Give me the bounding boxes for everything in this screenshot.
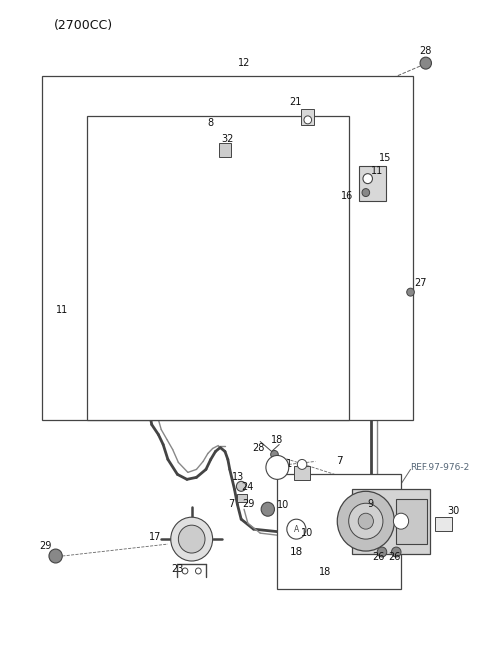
Text: 11: 11: [56, 305, 69, 315]
Bar: [359, 166, 386, 201]
Text: 8: 8: [208, 118, 214, 128]
Bar: [277, 474, 401, 589]
Bar: [351, 489, 430, 554]
Text: A: A: [294, 525, 299, 533]
Circle shape: [49, 549, 62, 563]
Bar: [42, 76, 413, 420]
Text: 29: 29: [242, 499, 255, 509]
Text: 12: 12: [238, 58, 250, 68]
Text: 16: 16: [341, 190, 353, 201]
Circle shape: [362, 188, 370, 197]
Circle shape: [304, 116, 312, 124]
Circle shape: [407, 288, 414, 296]
Text: 31: 31: [281, 459, 293, 470]
Circle shape: [261, 502, 275, 516]
Text: 10: 10: [277, 501, 289, 510]
Text: A: A: [399, 518, 403, 524]
Text: 7: 7: [336, 457, 343, 466]
Text: 10: 10: [301, 528, 313, 538]
Text: 26: 26: [388, 552, 400, 562]
Circle shape: [358, 513, 373, 529]
Circle shape: [363, 174, 372, 184]
Circle shape: [420, 57, 432, 69]
Circle shape: [337, 491, 395, 551]
Circle shape: [287, 519, 306, 539]
Text: 32: 32: [222, 134, 234, 144]
Circle shape: [297, 459, 307, 470]
Circle shape: [377, 547, 387, 557]
Text: 28: 28: [420, 46, 432, 56]
Text: 29: 29: [39, 541, 51, 551]
Bar: [294, 466, 310, 480]
Circle shape: [171, 517, 213, 561]
Text: 15: 15: [379, 153, 392, 163]
Bar: [396, 499, 427, 544]
Circle shape: [182, 568, 188, 574]
Bar: [87, 116, 348, 420]
Circle shape: [348, 503, 383, 539]
Text: 23: 23: [172, 564, 184, 574]
Text: 13: 13: [232, 472, 244, 482]
Text: 28: 28: [252, 443, 265, 453]
Text: 27: 27: [414, 278, 426, 288]
Text: 24: 24: [241, 482, 253, 492]
Text: 7: 7: [228, 499, 235, 509]
Text: 17: 17: [149, 532, 161, 542]
Bar: [219, 143, 231, 157]
Circle shape: [394, 513, 408, 529]
Bar: [238, 494, 247, 502]
Bar: [301, 109, 314, 125]
Circle shape: [266, 455, 289, 480]
Text: 21: 21: [290, 97, 302, 107]
Text: 30: 30: [447, 506, 459, 516]
Text: 18: 18: [319, 567, 331, 577]
Text: 18: 18: [290, 547, 303, 557]
Text: A: A: [274, 462, 281, 472]
Circle shape: [179, 525, 205, 553]
Text: 18: 18: [271, 434, 284, 445]
Text: REF.97-976-2: REF.97-976-2: [410, 463, 470, 472]
Text: 11: 11: [371, 166, 383, 176]
Circle shape: [195, 568, 201, 574]
Circle shape: [237, 482, 246, 491]
Circle shape: [271, 451, 278, 459]
Circle shape: [366, 492, 375, 502]
Bar: [435, 517, 453, 531]
Text: 26: 26: [372, 552, 384, 562]
Text: (2700CC): (2700CC): [54, 19, 113, 32]
Text: 9: 9: [368, 499, 373, 509]
Circle shape: [392, 547, 401, 557]
